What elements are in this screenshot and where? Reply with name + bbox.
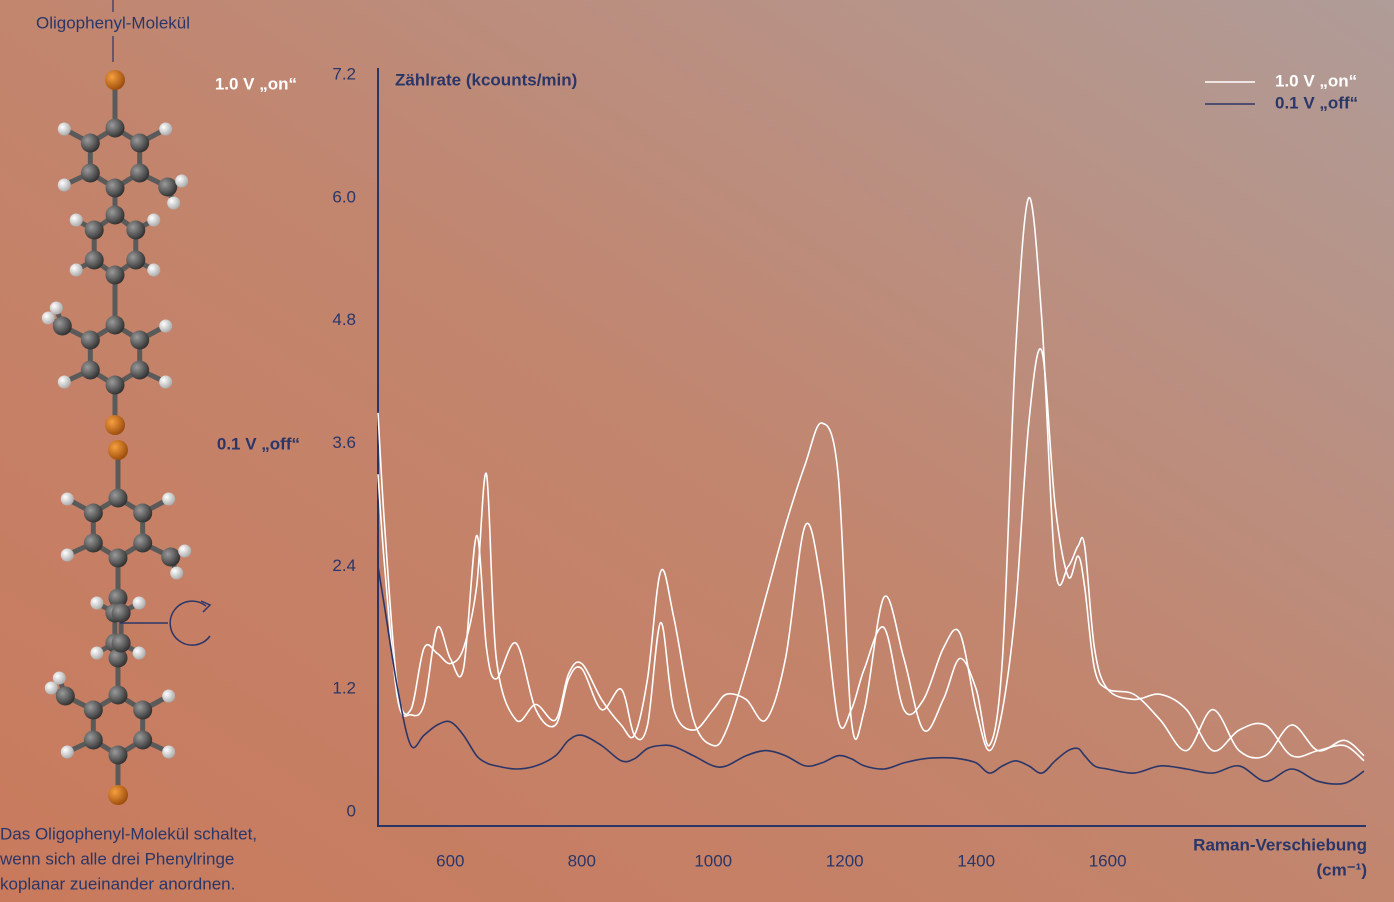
caption: Das Oligophenyl-Molekül schaltet, — [0, 824, 257, 843]
y-tick-label: 1.2 — [332, 679, 356, 698]
caption: koplanar zueinander anordnen. — [0, 874, 235, 893]
atom — [162, 746, 175, 759]
atom — [61, 549, 74, 562]
atom — [70, 264, 83, 277]
atom — [133, 731, 152, 750]
atom — [126, 221, 145, 240]
x-tick-label: 800 — [568, 851, 596, 870]
atom — [133, 534, 152, 553]
legend-label: 0.1 V „off“ — [1275, 93, 1358, 112]
x-tick-label: 1400 — [957, 851, 995, 870]
molecule-label: Oligophenyl-Molekül — [36, 13, 190, 32]
atom — [106, 206, 125, 225]
atom — [147, 214, 160, 227]
y-tick-label: 3.6 — [332, 433, 356, 452]
atom — [81, 361, 100, 380]
atom — [58, 123, 71, 136]
atom — [133, 504, 152, 523]
atom — [167, 197, 180, 210]
atom — [130, 361, 149, 380]
legend-label: 1.0 V „on“ — [1275, 71, 1357, 90]
background — [0, 0, 1394, 902]
atom — [56, 687, 75, 706]
atom — [159, 320, 172, 333]
atom — [109, 686, 128, 705]
y-tick-label: 4.8 — [332, 310, 356, 329]
atom — [147, 264, 160, 277]
atom — [159, 376, 172, 389]
atom — [109, 489, 128, 508]
atom — [105, 70, 125, 90]
atom — [106, 119, 125, 138]
atom — [170, 567, 183, 580]
x-tick-label: 1000 — [694, 851, 732, 870]
atom — [106, 179, 125, 198]
atom — [175, 175, 188, 188]
atom — [58, 376, 71, 389]
atom — [112, 604, 131, 623]
chart: Oligophenyl-Molekül 1.0 V „on“ 0.1 V „of… — [0, 0, 1394, 902]
atom — [61, 746, 74, 759]
atom — [126, 251, 145, 270]
atom — [130, 164, 149, 183]
atom — [108, 440, 128, 460]
atom — [130, 331, 149, 350]
atom — [50, 302, 63, 315]
state-label: 0.1 V „off“ — [217, 434, 300, 453]
atom — [109, 746, 128, 765]
atom — [133, 647, 146, 660]
atom — [161, 548, 180, 567]
atom — [106, 266, 125, 285]
atom — [106, 376, 125, 395]
atom — [130, 134, 149, 153]
atom — [112, 634, 131, 653]
atom — [90, 597, 103, 610]
atom — [70, 214, 83, 227]
atom — [90, 647, 103, 660]
atom — [133, 701, 152, 720]
atom — [162, 493, 175, 506]
atom — [162, 690, 175, 703]
atom — [58, 179, 71, 192]
x-tick-label: 600 — [436, 851, 464, 870]
atom — [105, 415, 125, 435]
y-tick-label: 2.4 — [332, 556, 356, 575]
atom — [81, 331, 100, 350]
caption: wenn sich alle drei Phenylringe — [0, 849, 234, 868]
x-tick-label: 1200 — [826, 851, 864, 870]
atom — [159, 123, 172, 136]
y-tick-label: 7.2 — [332, 64, 356, 83]
atom — [108, 785, 128, 805]
y-axis-title: Zählrate (kcounts/min) — [395, 70, 577, 89]
atom — [85, 251, 104, 270]
atom — [178, 545, 191, 558]
y-tick-label: 0 — [347, 801, 356, 820]
atom — [106, 316, 125, 335]
atom — [84, 504, 103, 523]
atom — [84, 731, 103, 750]
atom — [133, 597, 146, 610]
atom — [81, 164, 100, 183]
atom — [53, 317, 72, 336]
x-axis-title: Raman-Verschiebung — [1193, 835, 1367, 854]
atom — [109, 549, 128, 568]
atom — [84, 534, 103, 553]
atom — [61, 493, 74, 506]
atom — [85, 221, 104, 240]
atom — [158, 178, 177, 197]
x-axis-unit: (cm⁻¹) — [1316, 860, 1367, 879]
y-tick-label: 6.0 — [332, 187, 356, 206]
x-tick-label: 1600 — [1089, 851, 1127, 870]
atom — [53, 672, 66, 685]
state-label: 1.0 V „on“ — [215, 74, 297, 93]
atom — [84, 701, 103, 720]
atom — [81, 134, 100, 153]
